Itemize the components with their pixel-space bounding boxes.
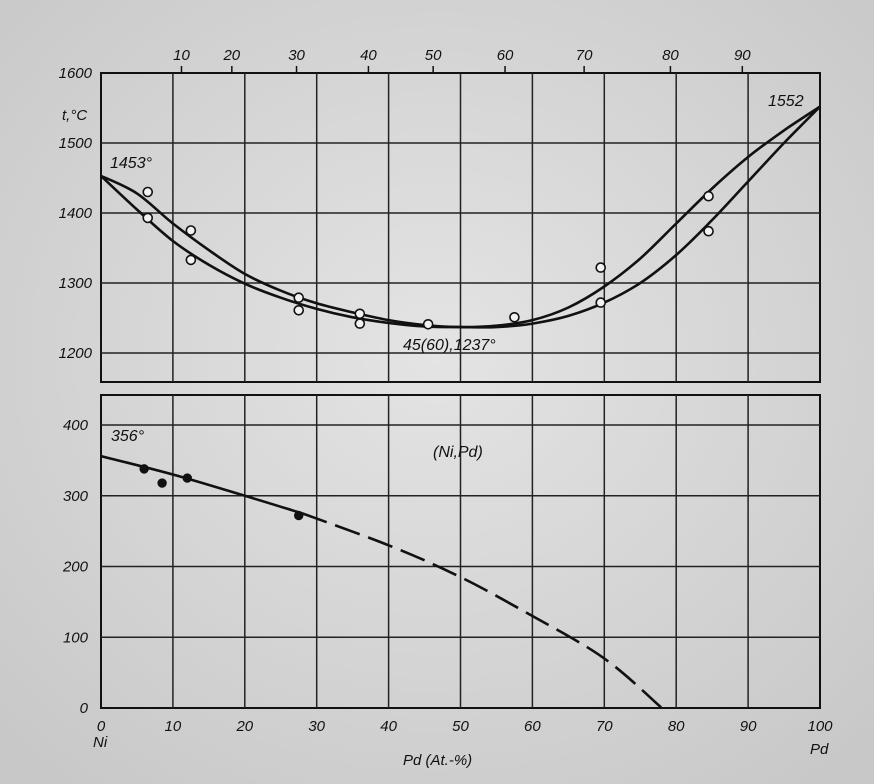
open-data-point — [185, 254, 197, 266]
open-data-point — [703, 225, 714, 237]
lower-grid — [101, 395, 820, 708]
top-x-tick-label: 80 — [662, 47, 679, 64]
x-tick-label: 100 — [807, 718, 833, 735]
lower-points — [139, 464, 304, 521]
upper-tick-labels: 1600 1500 1400 1300 1200 — [59, 65, 93, 362]
lower-curves — [100, 454, 663, 709]
filled-data-point — [139, 464, 149, 474]
y-tick-label: 300 — [63, 488, 89, 505]
x-tick-label: 30 — [308, 718, 325, 735]
upper-grid — [101, 73, 820, 382]
top-x-tick-label: 40 — [360, 47, 377, 64]
curie-solid-curve — [100, 454, 303, 515]
x-end-label-ni: Ni — [93, 734, 108, 751]
top-x-tick-label: 70 — [576, 47, 593, 64]
solidus-curve — [100, 105, 821, 329]
top-x-tick-label: 10 — [173, 47, 190, 64]
curie-dashed-curve — [301, 512, 663, 709]
top-x-tick-label: 20 — [222, 47, 240, 64]
x-tick-label: 40 — [380, 718, 397, 735]
top-x-tick-label: 50 — [425, 47, 442, 64]
filled-data-point — [182, 473, 192, 483]
open-data-point — [142, 186, 154, 198]
x-tick-label: 80 — [668, 718, 685, 735]
open-data-point — [354, 318, 366, 329]
y-tick-label: 0 — [80, 700, 89, 717]
open-data-point — [185, 225, 197, 236]
y-tick-label: 1400 — [59, 205, 93, 222]
top-x-tick-label: 30 — [288, 47, 305, 64]
y-tick-label: 1200 — [59, 345, 93, 362]
x-axis-title: Pd (At.-%) — [403, 752, 472, 769]
annotation-pd-melting: 1552 — [768, 93, 804, 110]
annotation-ni-melting: 1453° — [110, 155, 153, 172]
y-tick-label: 400 — [63, 417, 89, 434]
y-axis-title: t,°C — [62, 107, 87, 124]
open-data-point — [293, 292, 305, 304]
x-tick-label: 0 — [97, 718, 106, 735]
y-tick-label: 200 — [62, 559, 89, 576]
top-x-tick-label: 60 — [497, 47, 514, 64]
open-data-point — [703, 190, 714, 202]
lower-tick-labels: 400 300 200 100 0 — [62, 417, 89, 717]
bottom-tick-labels: 0 10 20 30 40 50 60 70 80 90 100 — [97, 718, 833, 735]
upper-curves — [100, 105, 821, 329]
annotation-curie-ni: 356° — [111, 428, 145, 445]
y-tick-label: 1300 — [59, 275, 93, 292]
annotation-phase: (Ni,Pd) — [433, 444, 483, 461]
filled-data-point — [157, 478, 167, 488]
open-data-point — [293, 304, 305, 316]
y-tick-label: 1500 — [59, 135, 93, 152]
open-data-point — [422, 318, 434, 330]
x-tick-label: 20 — [235, 718, 253, 735]
top-x-tick-label: 90 — [734, 47, 751, 64]
x-tick-label: 60 — [524, 718, 541, 735]
x-tick-label: 10 — [165, 718, 182, 735]
top-tick-labels: 10 20 30 40 50 60 70 80 90 — [173, 47, 751, 73]
open-data-point — [595, 262, 607, 273]
open-data-point — [509, 311, 520, 323]
x-tick-label: 70 — [596, 718, 613, 735]
open-data-point — [595, 297, 607, 308]
upper-points — [142, 186, 714, 330]
filled-data-point — [294, 510, 304, 521]
y-tick-label: 1600 — [59, 65, 93, 82]
x-end-label-pd: Pd — [810, 741, 829, 758]
x-tick-label: 50 — [452, 718, 469, 735]
open-data-point — [142, 212, 154, 224]
x-tick-label: 90 — [740, 718, 757, 735]
annotation-minimum: 45(60),1237° — [403, 337, 496, 354]
y-tick-label: 100 — [63, 629, 89, 646]
open-data-point — [354, 308, 366, 320]
